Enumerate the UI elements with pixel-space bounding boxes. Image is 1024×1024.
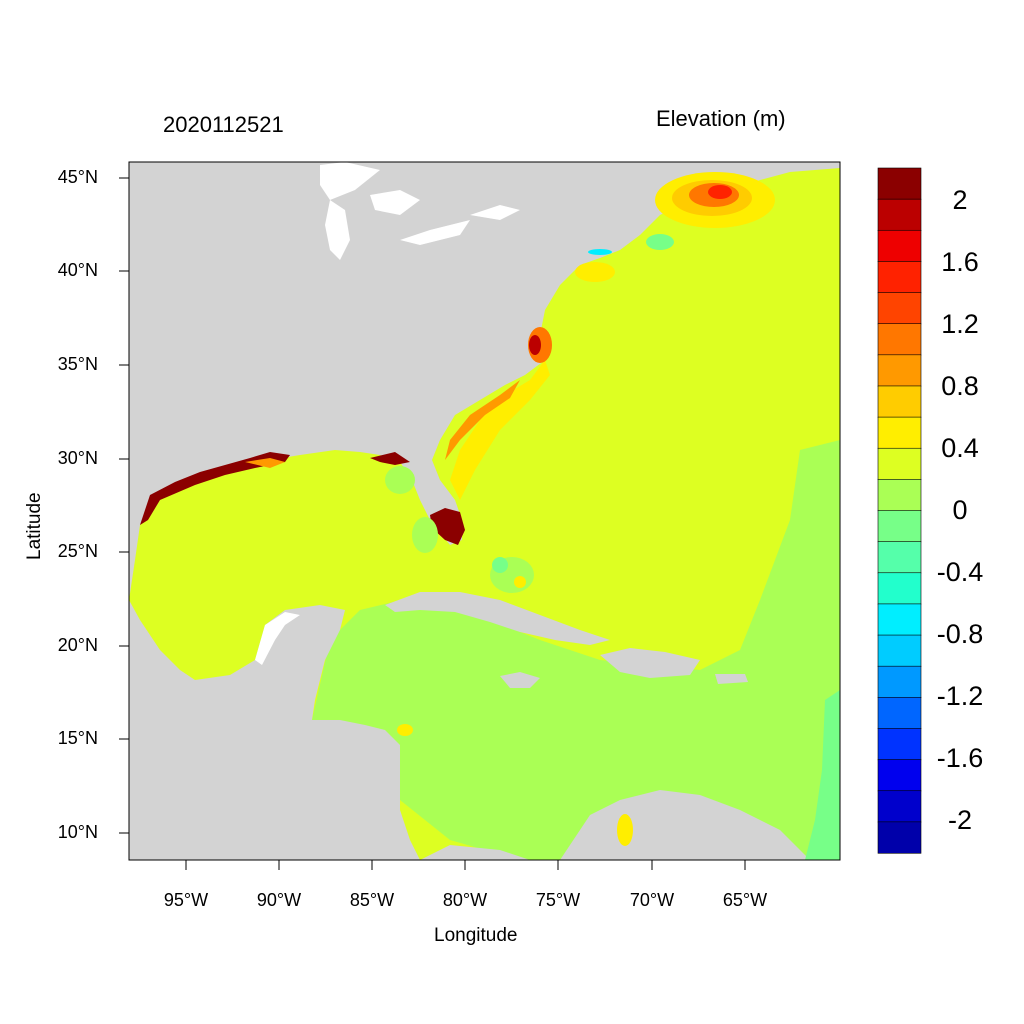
lon-tick-75: 75°W — [535, 890, 581, 910]
mexico-central-america-land — [129, 600, 420, 860]
lat-tick-40: 40°N — [57, 260, 98, 280]
colorbar-label: -1.2 — [936, 681, 984, 711]
field-east-negative — [805, 690, 840, 860]
colorbar-label: -2 — [947, 805, 972, 835]
plot-frame — [128, 161, 841, 861]
hispaniola-land — [600, 648, 700, 678]
field-bahamas-yellow — [514, 576, 526, 588]
colorbar-label: 1.6 — [941, 247, 979, 277]
field-gulf-green-2 — [412, 517, 438, 553]
surge-gulf-coast-fringe — [140, 452, 290, 525]
colorbar-swatch — [877, 603, 922, 636]
colorbar-label: -1.6 — [936, 743, 984, 773]
colorbar-swatch — [877, 416, 922, 449]
surge-ny-bight — [575, 262, 615, 282]
colorbar-swatch — [877, 385, 922, 418]
colorbar-label: 0 — [952, 495, 968, 525]
field-honduras-yellow — [397, 724, 413, 736]
colorbar-swatch — [877, 229, 922, 263]
colorbar-label: 0.4 — [941, 433, 979, 463]
surge-gulf-of-maine-core — [708, 185, 732, 199]
colorbar-swatch — [877, 510, 922, 543]
map-plot-area — [129, 162, 840, 860]
negative-long-island-cyan — [588, 249, 612, 255]
surge-south-florida — [430, 508, 465, 545]
surge-southeast-coast — [450, 360, 550, 500]
field-gulf-green-1 — [385, 466, 415, 494]
lon-tick-85: 85°W — [349, 890, 395, 910]
colorbar-swatch — [877, 665, 922, 698]
colorbar-swatch — [877, 541, 922, 574]
colorbar-swatch — [877, 323, 922, 356]
colorbar-swatch — [877, 198, 922, 231]
caribbean-sea-field — [312, 440, 840, 860]
colorbar-swatch — [877, 790, 922, 823]
lon-tick-80: 80°W — [442, 890, 488, 910]
colorbar-label: 0.8 — [941, 371, 979, 401]
lon-tick-65: 65°W — [722, 890, 768, 910]
colorbar-label: -0.4 — [936, 557, 984, 587]
lat-tick-15: 15°N — [57, 728, 98, 748]
colorbar-swatch — [877, 479, 922, 512]
variable-title: Elevation (m) — [656, 106, 786, 131]
cuba-land — [385, 592, 610, 645]
colorbar-label: 2 — [952, 185, 968, 215]
north-america-land — [129, 162, 760, 600]
jamaica-land — [500, 672, 540, 688]
lat-tick-35: 35°N — [57, 354, 98, 374]
colorbar-swatch — [877, 292, 922, 325]
field-venezuela-yellow — [617, 814, 633, 846]
y-axis-title: Latitude — [24, 492, 45, 560]
puerto-rico-land — [715, 674, 748, 684]
colorbar-swatch — [877, 167, 922, 200]
colorbar-swatch — [877, 728, 922, 761]
colorbar-swatch — [877, 447, 922, 480]
lat-tick-45: 45°N — [57, 167, 98, 187]
surge-big-bend — [370, 452, 410, 465]
lat-tick-20: 20°N — [57, 635, 98, 655]
colorbar — [877, 167, 922, 854]
lat-tick-25: 25°N — [57, 541, 98, 561]
great-lakes — [320, 162, 520, 260]
lon-ticks — [185, 860, 746, 870]
yucatan-coast — [255, 612, 300, 665]
surge-outer-banks-core — [529, 335, 541, 355]
south-america-land — [420, 790, 810, 860]
surge-southeast-orange — [445, 380, 520, 460]
colorbar-swatch — [877, 634, 922, 667]
colorbar-label: -0.8 — [936, 619, 984, 649]
lon-tick-95: 95°W — [163, 890, 209, 910]
colorbar-swatch — [877, 572, 922, 605]
lat-ticks — [119, 177, 129, 834]
colorbar-swatch — [877, 697, 922, 730]
field-bahamas-core — [492, 557, 508, 573]
negative-long-island — [646, 234, 674, 250]
surge-louisiana-orange — [245, 458, 285, 468]
colorbar-swatch — [877, 354, 922, 387]
x-axis-title: Longitude — [434, 925, 518, 946]
surge-features — [140, 172, 840, 860]
colorbar-swatch — [877, 261, 922, 294]
lon-tick-90: 90°W — [256, 890, 302, 910]
colorbar-swatch — [877, 821, 922, 854]
lon-tick-70: 70°W — [629, 890, 675, 910]
colorbar-swatch — [877, 759, 922, 792]
colorbar-label: 1.2 — [941, 309, 979, 339]
time-label: 2020112521 — [163, 112, 284, 137]
lat-tick-30: 30°N — [57, 448, 98, 468]
lat-tick-10: 10°N — [57, 822, 98, 842]
